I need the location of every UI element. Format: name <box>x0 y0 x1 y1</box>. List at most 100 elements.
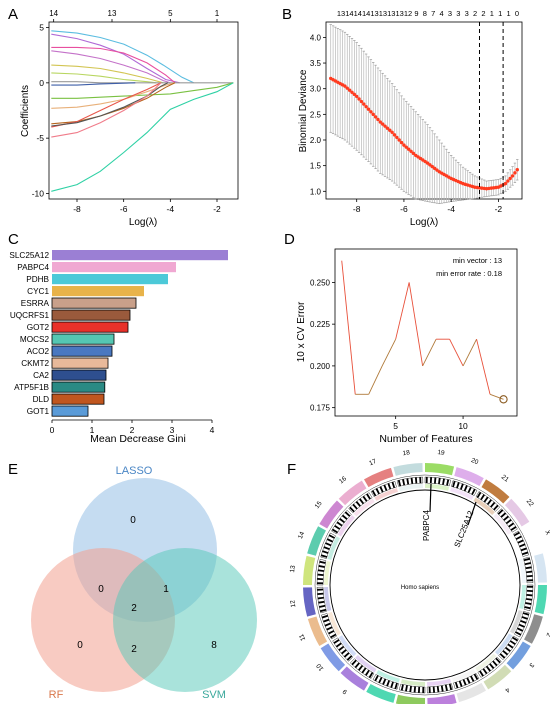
cv-error-segment <box>368 365 383 395</box>
venn-set-label-svm: SVM <box>202 689 226 701</box>
cytoband <box>409 685 412 693</box>
deviance-point <box>432 166 437 171</box>
cytoband <box>522 612 530 616</box>
cytoband <box>338 645 345 651</box>
cytoband <box>328 630 335 635</box>
chromosome-label-19: 19 <box>437 449 445 457</box>
bar-mocs2 <box>51 333 115 345</box>
bar-esrra <box>51 297 137 309</box>
deviance-point <box>430 164 434 169</box>
cytoband <box>467 486 472 494</box>
bar-got1 <box>51 405 89 417</box>
cytoband <box>480 494 485 501</box>
cytoband <box>362 495 368 502</box>
chromosome-label-3: 3 <box>527 661 535 668</box>
venn-count-svm-only: 8 <box>211 640 217 651</box>
cv-error-segment <box>408 282 424 366</box>
venn-count-rf-only: 0 <box>77 640 83 651</box>
x-tick-label: 5 <box>393 421 398 431</box>
gene-pointer-pabpc4 <box>429 483 432 513</box>
inner-track-12 <box>324 587 332 612</box>
panel-letter-a: A <box>8 6 18 23</box>
inner-track-2 <box>510 610 523 634</box>
top-tick-label: 14 <box>362 9 370 18</box>
cytoband <box>444 684 448 691</box>
deviance-point <box>343 84 347 88</box>
venn-diagram: LASSO RF SVM 0 0 8 0 1 2 2 <box>31 465 257 701</box>
x-tick-label: -8 <box>353 204 361 214</box>
bar-label-aco2: ACO2 <box>27 347 50 356</box>
chromosome-band-12 <box>303 587 316 617</box>
chromosome-label-20: 20 <box>470 457 480 466</box>
inner-track-circle <box>329 489 521 681</box>
cytoband <box>476 491 482 498</box>
y-axis-label: Coefficients <box>20 85 31 137</box>
cytoband <box>429 477 433 484</box>
coefficient-path-4 <box>51 50 171 84</box>
bar-label-atp5f1b: ATP5F1B <box>14 383 49 392</box>
cytoband <box>343 652 350 658</box>
deviance-point <box>362 102 366 106</box>
top-tick-label: 14 <box>49 9 58 18</box>
cytoband <box>500 512 507 518</box>
venn-set-label-lasso: LASSO <box>116 465 153 477</box>
inner-track-21 <box>473 497 495 515</box>
cytoband <box>333 639 340 644</box>
x-tick-label: -2 <box>495 204 503 214</box>
cv-error-segment <box>462 338 477 367</box>
cytoband <box>323 546 330 551</box>
chromosome-band-22 <box>504 498 530 527</box>
cytoband <box>505 519 512 525</box>
x-tick-label: 10 <box>458 421 468 431</box>
deviance-point <box>359 99 364 104</box>
cytoband <box>440 685 444 692</box>
chromosome-band-7 <box>395 694 425 704</box>
chromosome-band-18 <box>393 463 423 476</box>
y-tick-label: -5 <box>36 133 44 143</box>
top-tick-label: 4 <box>439 9 443 18</box>
y-axis-label: 10 x CV Error <box>296 301 307 362</box>
deviance-point <box>385 126 390 130</box>
top-tick-label: 7 <box>431 9 435 18</box>
y-tick-label: 0.225 <box>310 320 331 329</box>
inner-track-14 <box>327 536 340 560</box>
top-tick-label: 13 <box>370 9 378 18</box>
cytoband <box>526 593 533 597</box>
y-tick-label: 2.0 <box>310 136 322 145</box>
top-tick-label: 5 <box>168 9 173 18</box>
cytoband <box>317 582 324 585</box>
chromosome-label-9: 9 <box>341 687 348 695</box>
cytoband <box>334 525 341 530</box>
bar-got2 <box>51 321 129 333</box>
cytoband <box>512 636 519 642</box>
chromosome-band-19 <box>425 463 455 476</box>
cytoband <box>341 649 347 655</box>
coefficient-path-12 <box>51 82 162 128</box>
inner-track-5 <box>452 669 476 682</box>
deviance-point <box>345 86 349 90</box>
top-tick-label: 1 <box>507 9 511 18</box>
cytoband <box>382 678 387 685</box>
y-tick-label: 4.0 <box>310 33 322 42</box>
cytoband <box>405 685 408 692</box>
chromosome-ideogram-3 <box>498 635 519 661</box>
top-tick-label: 1 <box>215 9 220 18</box>
deviance-point <box>399 140 404 145</box>
deviance-point <box>357 97 361 101</box>
cytoband <box>419 477 422 484</box>
cytoband <box>526 585 533 588</box>
cytoband <box>352 503 358 510</box>
cytoband <box>355 501 361 507</box>
cytoband <box>387 483 392 490</box>
circos-plot: 12345678910111213141516171819202122XY Ho… <box>289 449 550 704</box>
cytoband <box>390 681 394 688</box>
chromosome-band-13 <box>303 555 316 585</box>
cytoband <box>504 646 511 653</box>
chromosome-label-4: 4 <box>503 686 510 694</box>
chromosome-ideogram-16 <box>348 492 373 514</box>
cytoband <box>448 683 453 690</box>
x-tick-label: 0 <box>50 425 55 435</box>
deviance-point <box>380 122 385 126</box>
chromosome-ideogram-15 <box>331 509 352 535</box>
cytoband <box>357 664 364 671</box>
